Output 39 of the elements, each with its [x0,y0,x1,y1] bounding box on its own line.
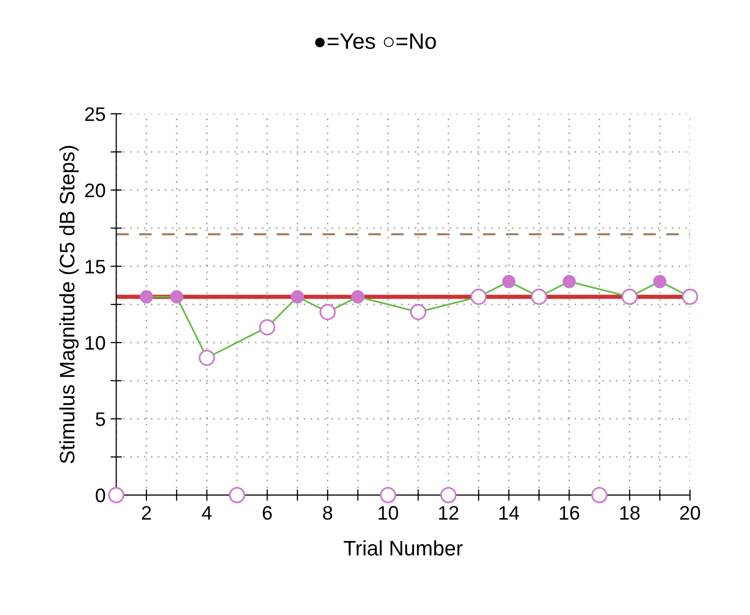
point [198,350,215,366]
point [440,486,457,504]
x-tick-label: 2 [142,506,151,520]
y-tick-label: 10 [86,336,106,350]
y-tick-label: 25 [85,107,106,122]
x-tick-label: 18 [620,506,640,520]
point [591,486,608,504]
chart-title: ●=Yes ○=No [315,34,436,50]
y-axis-title: Stimulus Magnitude (C5 dB Steps) [59,146,79,464]
point [470,288,487,305]
x-tick-label: 14 [499,506,520,520]
point [140,290,154,304]
point [502,274,516,288]
y-tick-label: 15 [86,260,106,274]
point [170,290,184,304]
x-tick-label: 10 [378,506,398,520]
y-tick-label: 20 [85,184,106,198]
point [562,274,576,288]
point [380,486,396,504]
x-tick-label: 4 [202,506,212,520]
point [259,319,276,336]
x-tick-label: 8 [323,506,332,520]
point [351,290,364,304]
point [682,288,698,305]
point [621,288,638,305]
x-tick-label: 20 [680,506,700,520]
point [410,304,426,320]
point [653,274,666,288]
y-tick-label: 0 [96,488,106,502]
y-tick-label: 5 [96,412,106,426]
x-axis-title: Trial Number [344,540,463,556]
x-tick-label: 6 [262,506,272,520]
point [290,290,304,304]
x-tick-label: 12 [439,506,458,520]
point [320,304,336,320]
x-tick-label: 16 [560,506,580,520]
point [228,486,246,504]
point [530,288,548,305]
point [108,486,124,504]
